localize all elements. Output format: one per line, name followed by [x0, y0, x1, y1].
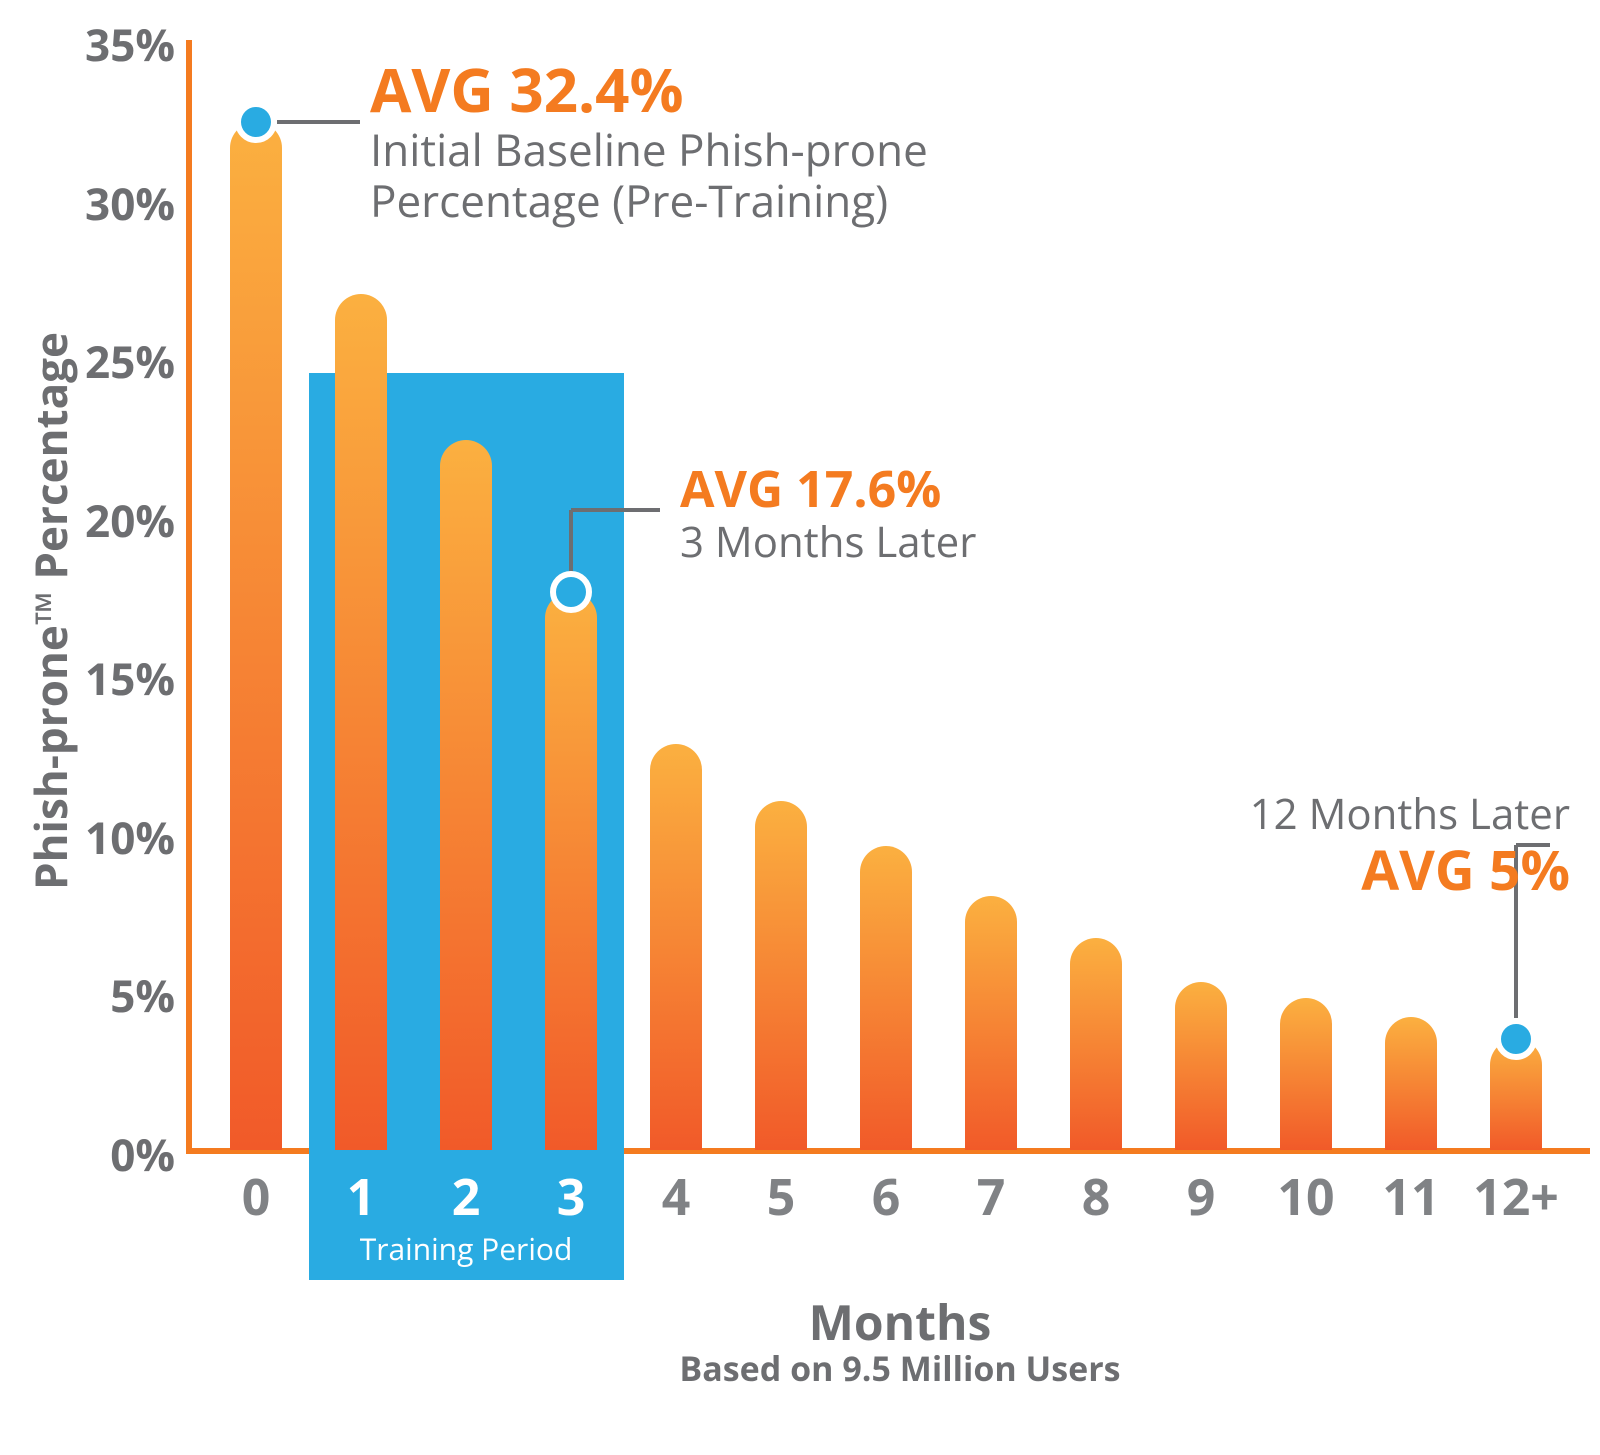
x-tick: 11	[1361, 1162, 1461, 1230]
x-tick: 10	[1256, 1162, 1356, 1230]
callout-sub: Initial Baseline Phish-pronePercentage (…	[370, 124, 928, 225]
callout-marker	[550, 571, 592, 613]
bar	[545, 592, 597, 1150]
y-tick: 15%	[70, 648, 175, 708]
callout-sub: 3 Months Later	[680, 518, 976, 566]
y-tick: 30%	[70, 173, 175, 233]
callout-text: 12 Months LaterAVG 5%	[1170, 790, 1570, 902]
x-axis-sublabel: Based on 9.5 Million Users	[500, 1345, 1300, 1391]
y-axis-line	[186, 40, 192, 1154]
y-tick: 0%	[70, 1124, 175, 1184]
x-tick: 7	[941, 1162, 1041, 1230]
callout-heading: AVG 17.6%	[680, 460, 976, 518]
bar	[755, 801, 807, 1150]
y-tick: 35%	[70, 14, 175, 74]
x-tick: 3	[521, 1162, 621, 1230]
bar	[1070, 938, 1122, 1150]
callout-leader	[277, 120, 360, 124]
bar	[1175, 982, 1227, 1150]
bar	[860, 846, 912, 1150]
x-tick: 12+	[1466, 1162, 1566, 1230]
x-tick: 6	[836, 1162, 936, 1230]
callout-sub: 12 Months Later	[1170, 790, 1570, 838]
phish-prone-chart: Phish-prone™ Percentage 0%5%10%15%20%25%…	[0, 0, 1600, 1455]
x-tick: 9	[1151, 1162, 1251, 1230]
x-tick: 5	[731, 1162, 831, 1230]
bar	[1385, 1017, 1437, 1150]
callout-leader	[569, 510, 573, 571]
bar	[650, 744, 702, 1150]
x-tick: 4	[626, 1162, 726, 1230]
callout-leader	[571, 508, 660, 512]
training-period-label: Training Period	[309, 1228, 624, 1269]
bar	[230, 122, 282, 1150]
y-tick: 20%	[70, 490, 175, 550]
bar	[335, 294, 387, 1150]
y-tick: 10%	[70, 807, 175, 867]
x-tick: 2	[416, 1162, 516, 1230]
x-tick: 0	[206, 1162, 306, 1230]
y-tick: 5%	[70, 965, 175, 1025]
bar	[1280, 998, 1332, 1150]
bar	[965, 896, 1017, 1150]
callout-text: AVG 32.4%Initial Baseline Phish-pronePer…	[370, 55, 928, 225]
callout-text: AVG 17.6%3 Months Later	[680, 460, 976, 566]
x-tick: 1	[311, 1162, 411, 1230]
callout-marker	[1495, 1018, 1537, 1060]
callout-heading: AVG 5%	[1170, 838, 1570, 901]
y-tick: 25%	[70, 331, 175, 391]
callout-heading: AVG 32.4%	[370, 55, 928, 124]
bar	[440, 440, 492, 1150]
x-tick: 8	[1046, 1162, 1146, 1230]
